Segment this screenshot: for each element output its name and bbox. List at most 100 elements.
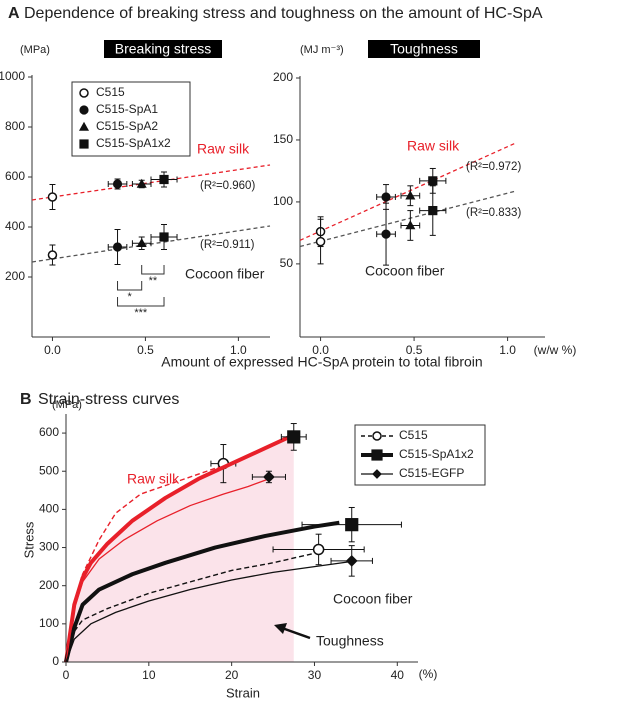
title-box — [368, 40, 480, 58]
curve — [65, 552, 315, 663]
x-tick-label: 10 — [142, 668, 156, 682]
marker — [112, 242, 123, 252]
y-unit: (MPa) — [52, 399, 82, 411]
x-axis-label: Strain — [226, 685, 260, 700]
panel-letter: A — [8, 5, 20, 22]
x-tick-label: 1.0 — [230, 343, 247, 357]
y-tick-label: 300 — [39, 540, 59, 554]
arrow-head — [274, 623, 287, 634]
y-tick-label: 0 — [52, 654, 59, 668]
marker — [371, 449, 383, 461]
fit-label: Cocoon fiber — [185, 266, 265, 282]
x-tick-label: 30 — [308, 668, 322, 682]
significance-bracket — [117, 281, 143, 291]
curve — [65, 478, 270, 663]
fit-line — [299, 141, 518, 241]
marker — [405, 220, 416, 230]
y-tick-label: 600 — [39, 425, 59, 439]
x-tick-label: 40 — [391, 668, 405, 682]
marker — [47, 192, 58, 202]
panel-title: Strain-stress curves — [38, 391, 179, 408]
x-tick-label: 0.5 — [406, 343, 423, 357]
y-tick-label: 400 — [5, 219, 25, 233]
marker — [79, 105, 89, 115]
panel-letter: B — [20, 391, 32, 408]
legend-box — [71, 81, 191, 157]
y-tick-label: 400 — [39, 502, 59, 516]
curve — [64, 433, 295, 663]
x-unit: (%) — [419, 667, 438, 681]
marker — [47, 250, 58, 260]
y-tick-label: 100 — [39, 616, 59, 630]
y-tick-label: 100 — [273, 194, 293, 208]
marker — [372, 469, 382, 479]
panel-title: Dependence of breaking stress and toughn… — [24, 5, 543, 22]
x-tick-label: 0.5 — [137, 343, 154, 357]
marker — [159, 174, 169, 185]
significance-label: ** — [149, 275, 158, 287]
curve-label: Cocoon fiber — [333, 591, 413, 607]
r-squared: (R²=0.833) — [466, 207, 521, 219]
marker — [159, 232, 169, 242]
fit-label: Raw silk — [407, 138, 460, 154]
y-unit: (MJ m⁻³) — [300, 44, 344, 56]
arrow-shaft — [281, 626, 311, 640]
y-unit: (MPa) — [20, 44, 50, 56]
x-tick-label: 0.0 — [312, 343, 329, 357]
curve — [65, 560, 356, 663]
x-unit: (w/w %) — [534, 343, 577, 357]
legend-label: C515-SpA1x2 — [96, 136, 171, 150]
significance-label: * — [127, 291, 132, 303]
title-box — [104, 40, 222, 58]
area-label: Toughness — [316, 633, 384, 649]
y-tick-label: 1000 — [0, 69, 25, 83]
marker — [345, 555, 358, 567]
marker — [79, 88, 89, 98]
significance-label: *** — [134, 307, 148, 319]
legend-label: C515-SpA2 — [96, 119, 158, 133]
fit-label: Raw silk — [197, 141, 250, 157]
marker — [372, 431, 382, 441]
marker — [381, 192, 391, 202]
y-tick-label: 600 — [5, 169, 25, 183]
legend-label: C515 — [399, 428, 428, 442]
marker — [428, 176, 438, 186]
significance-bracket — [141, 265, 165, 275]
marker — [79, 139, 89, 149]
fit-line — [299, 190, 518, 248]
r-squared: (R²=0.972) — [466, 161, 521, 173]
y-tick-label: 200 — [273, 70, 293, 84]
r-squared: (R²=0.960) — [200, 180, 255, 192]
legend-label: C515 — [96, 85, 125, 99]
marker — [78, 121, 90, 131]
marker — [381, 229, 391, 239]
chart-title: Breaking stress — [115, 41, 211, 57]
legend-label: C515-SpA1 — [96, 102, 158, 116]
chart-title: Toughness — [390, 41, 458, 57]
y-tick-label: 50 — [280, 256, 294, 270]
y-tick-label: 800 — [5, 119, 25, 133]
x-tick-label: 20 — [225, 668, 239, 682]
toughness-area — [66, 434, 294, 662]
marker — [263, 471, 275, 483]
fit-label: Cocoon fiber — [365, 263, 445, 279]
marker — [287, 430, 301, 444]
marker — [112, 179, 123, 189]
marker — [136, 238, 147, 248]
y-tick-label: 150 — [273, 132, 293, 146]
marker — [315, 236, 326, 247]
y-tick-label: 500 — [39, 463, 59, 477]
significance-bracket — [117, 297, 165, 307]
x-tick-label: 0.0 — [44, 343, 61, 357]
y-axis-label: Stress — [21, 521, 36, 558]
marker — [136, 178, 147, 188]
y-tick-label: 200 — [5, 269, 25, 283]
x-tick-label: 0 — [63, 668, 70, 682]
legend-label: C515-SpA1x2 — [399, 447, 474, 461]
marker — [428, 205, 438, 216]
marker — [405, 190, 416, 200]
legend-label: C515-EGFP — [399, 466, 464, 480]
y-tick-label: 200 — [39, 578, 59, 592]
x-axis-label: Amount of expressed HC-SpA protein to to… — [161, 354, 482, 370]
